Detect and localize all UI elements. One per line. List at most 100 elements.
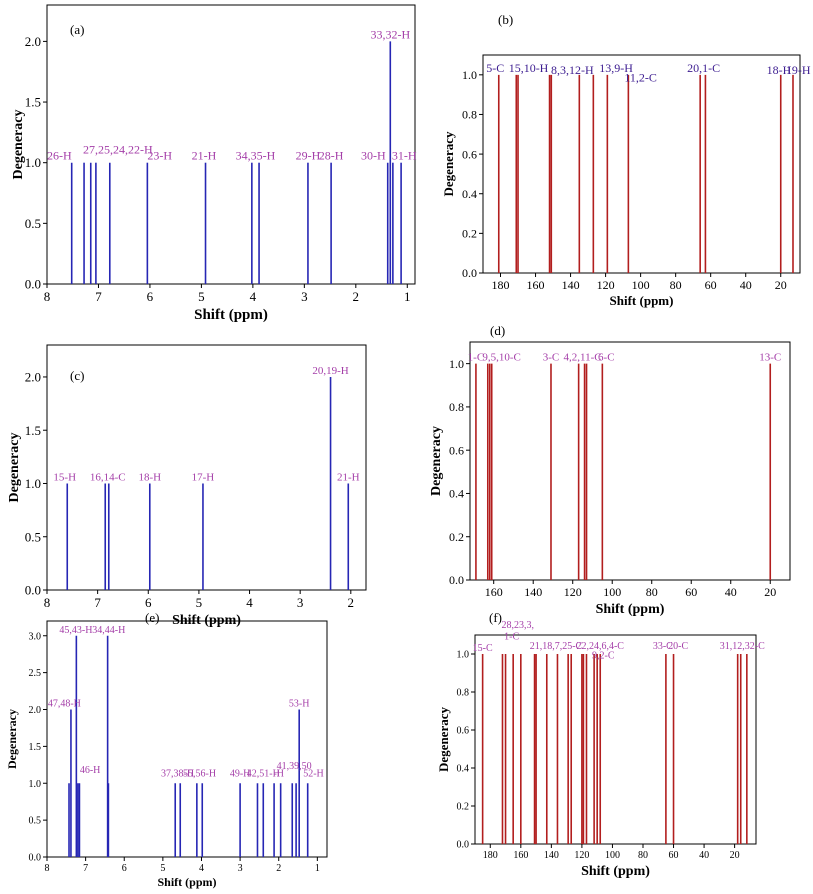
peak-label: 45,43-H [59, 625, 92, 636]
x-tick-label: 8 [44, 595, 51, 610]
y-tick-label: 0.0 [25, 277, 41, 292]
x-tick-label: 160 [485, 585, 503, 599]
peak-label: 31-H [392, 149, 417, 163]
y-tick-label: 0.2 [462, 227, 477, 241]
x-tick-label: 20 [775, 278, 787, 292]
y-tick-label: 0.8 [462, 108, 477, 122]
peak-label: 22,24,6,4-C [576, 641, 624, 652]
y-tick-label: 0.0 [25, 583, 41, 598]
spectrum-panel-c: 8 7 6 5 4 3 2 0.0 0.5 1.0 1.5 2.0 15-H 16,14-C 18-H 17-… [7, 344, 367, 628]
peak-label: 11,2-C [624, 71, 657, 85]
x-tick-label: 8 [45, 863, 50, 874]
peak-label: 21-H [337, 471, 360, 483]
peak-label: -H [273, 769, 284, 780]
panel-label: (b) [498, 12, 513, 27]
y-tick-label: 0.6 [449, 443, 464, 457]
peak-label: 4,2,11-C [564, 352, 602, 364]
peak-label: 33,32-H [370, 27, 410, 41]
y-tick-label: 0.4 [457, 764, 470, 775]
x-tick-label: 80 [638, 850, 648, 861]
x-tick-label: 60 [705, 278, 717, 292]
plot-frame [482, 54, 801, 274]
peak-label: 55,56-H [183, 769, 216, 780]
x-tick-label: 2 [348, 595, 355, 610]
x-tick-label: 4 [199, 863, 204, 874]
x-tick-label: 80 [646, 585, 658, 599]
x-tick-label: 140 [562, 278, 580, 292]
y-tick-label: 1.0 [25, 155, 41, 170]
x-tick-label: 7 [94, 595, 101, 610]
y-tick-label: 0.8 [457, 688, 470, 699]
peak-label: 23-H [147, 149, 172, 163]
peak-label: 15,10-H [509, 61, 549, 75]
y-tick-label: 0.2 [449, 530, 464, 544]
peak-label: 47,48-H [48, 699, 81, 710]
panel-label: (d) [490, 323, 505, 338]
peak-label: 30-H [361, 149, 386, 163]
spectrum-panel-f: 180 160 140 120 100 80 60 40 20 0.0 0.2 0.4 0.6 0.8 1.… [436, 610, 765, 879]
x-tick-label: 160 [527, 278, 545, 292]
y-tick-label: 1.0 [462, 68, 477, 82]
x-tick-label: 7 [83, 863, 88, 874]
y-tick-label: 3.0 [29, 631, 42, 642]
x-tick-label: 40 [740, 278, 752, 292]
x-tick-label: 3 [297, 595, 304, 610]
y-tick-label: 0.5 [29, 816, 42, 827]
x-tick-label: 100 [603, 585, 621, 599]
plot-frame [46, 344, 367, 591]
peak-label: 28,23,3, [502, 620, 535, 631]
y-tick-label: 0.5 [25, 216, 41, 231]
x-axis-title: Shift (ppm) [581, 864, 650, 879]
peak-label: 19-H [786, 63, 811, 77]
peak-label: 13-C [759, 352, 781, 364]
x-tick-label: 6 [147, 289, 154, 304]
x-tick-label: 100 [632, 278, 650, 292]
x-tick-label: 80 [670, 278, 682, 292]
x-tick-label: 2 [276, 863, 281, 874]
peak-label: 1-C [468, 352, 485, 364]
peak-label: 53-H [289, 699, 310, 710]
y-tick-label: 2.0 [25, 34, 41, 49]
y-tick-label: 1.0 [449, 357, 464, 371]
peak-label: 6-C [598, 352, 615, 364]
x-tick-label: 6 [122, 863, 127, 874]
spectrum-panel-a: 8 7 6 5 4 3 2 1 0.0 0.5 1.0 1.5 2.0 26-H 27,25,24,22-H… [11, 4, 417, 323]
x-tick-label: 120 [574, 850, 589, 861]
panel-label: (e) [145, 610, 159, 625]
y-tick-label: 1.0 [29, 779, 42, 790]
plot-frame [46, 620, 328, 858]
y-tick-label: 0.0 [29, 853, 42, 864]
x-tick-label: 60 [669, 850, 679, 861]
x-tick-label: 160 [513, 850, 528, 861]
plot-frame [474, 634, 757, 845]
y-tick-label: 0.2 [457, 802, 470, 813]
peak-label: 29-H [296, 149, 321, 163]
y-tick-label: 2.0 [25, 370, 41, 385]
y-axis-title: Degeneracy [429, 426, 444, 496]
peak-label: 13,9-H [599, 61, 633, 75]
x-axis-title: Shift (ppm) [610, 293, 674, 308]
peak-label: 17-H [192, 471, 215, 483]
x-tick-label: 5 [160, 863, 165, 874]
peak-label: 37,38-H [161, 769, 194, 780]
x-axis-title: Shift (ppm) [596, 602, 665, 617]
peak-label: 18-H [138, 471, 161, 483]
peak-label: 52-H [303, 769, 324, 780]
x-tick-label: 4 [250, 289, 257, 304]
x-tick-label: 140 [524, 585, 542, 599]
spectrum-panel-b: 180 160 140 120 100 80 60 40 20 0.0 0.2 0.4 0.6 0.8 1.… [441, 12, 811, 308]
peak-label: 16,14-C [90, 471, 126, 483]
x-tick-label: 40 [725, 585, 737, 599]
peak-label: 9,2-C [592, 651, 615, 662]
x-tick-label: 2 [353, 289, 360, 304]
panel-label: (f) [489, 610, 502, 625]
y-tick-label: 0.0 [457, 840, 470, 851]
plot-frame [469, 341, 791, 581]
peak-label: 20,19-H [312, 365, 348, 377]
peak-label: 20,1-C [687, 61, 720, 75]
x-tick-label: 40 [699, 850, 709, 861]
x-tick-label: 60 [685, 585, 697, 599]
peak-label: 28-H [319, 149, 344, 163]
x-tick-label: 20 [764, 585, 776, 599]
x-tick-label: 3 [238, 863, 243, 874]
